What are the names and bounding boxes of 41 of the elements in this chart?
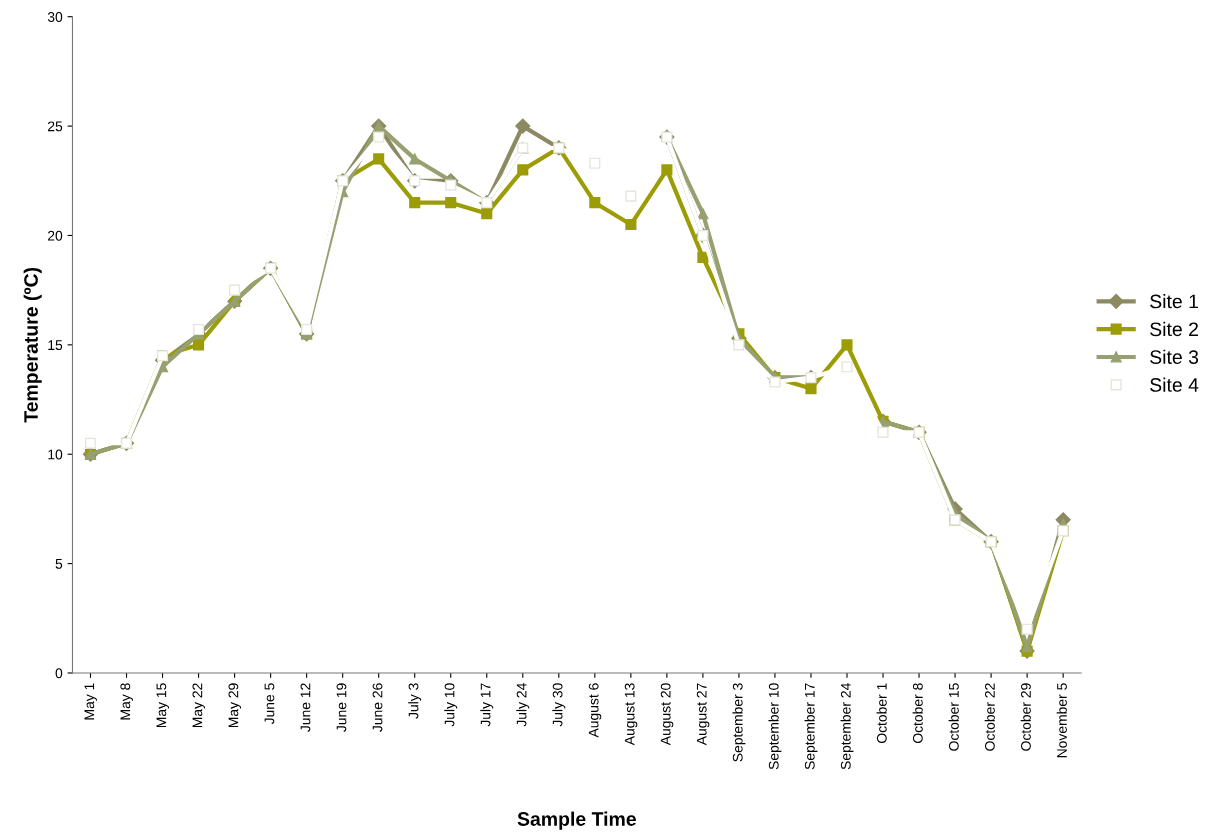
x-tick-label: May 29 <box>228 683 242 728</box>
y-tick-label: 30 <box>47 12 63 22</box>
y-axis-title: Temperature (ºC) <box>23 267 42 423</box>
legend-label: Site 4 <box>1150 377 1199 392</box>
legend-label: Site 1 <box>1150 294 1198 309</box>
x-tick-label: September 17 <box>804 683 818 770</box>
x-tick-label: July 17 <box>480 683 494 727</box>
x-tick-label: August 6 <box>588 683 602 738</box>
x-tick-label: September 24 <box>840 683 854 770</box>
x-tick-label: August 13 <box>624 683 638 746</box>
x-tick-label: June 19 <box>336 683 347 732</box>
y-tick-label: 0 <box>55 668 63 679</box>
x-tick-label: October 8 <box>912 683 923 744</box>
x-tick-label: October 29 <box>1020 683 1031 751</box>
x-tick-label: May 15 <box>156 683 170 728</box>
x-tick-label: July 24 <box>516 683 530 727</box>
y-tick-label: 15 <box>48 340 63 351</box>
x-axis-title: Sample Time <box>517 811 636 830</box>
y-tick-label: 5 <box>55 559 63 569</box>
x-tick-label: June 12 <box>300 683 311 732</box>
y-tick-label: 20 <box>48 230 63 241</box>
x-tick-label: September 3 <box>732 683 746 762</box>
x-tick-label: May 22 <box>192 683 206 728</box>
legend-label: Site 3 <box>1150 349 1199 364</box>
x-tick-label: November 5 <box>1056 683 1067 758</box>
x-tick-label: October 15 <box>948 683 959 751</box>
y-tick-label: 25 <box>48 121 63 132</box>
x-tick-label: June 26 <box>372 683 383 732</box>
x-tick-label: July 3 <box>408 683 422 719</box>
x-tick-label: August 20 <box>660 683 674 746</box>
x-tick-label: May 8 <box>120 683 133 720</box>
y-tick-label: 10 <box>48 449 63 460</box>
legend-label: Site 2 <box>1150 321 1198 337</box>
x-tick-label: August 27 <box>696 683 710 746</box>
x-tick-label: May 1 <box>84 683 97 720</box>
x-tick-label: October 22 <box>984 683 995 751</box>
x-tick-label: July 30 <box>552 683 566 727</box>
x-tick-label: July 10 <box>444 683 458 727</box>
x-tick-label: June 5 <box>264 683 275 725</box>
x-tick-label: October 1 <box>876 683 887 744</box>
x-tick-label: September 10 <box>768 683 782 770</box>
